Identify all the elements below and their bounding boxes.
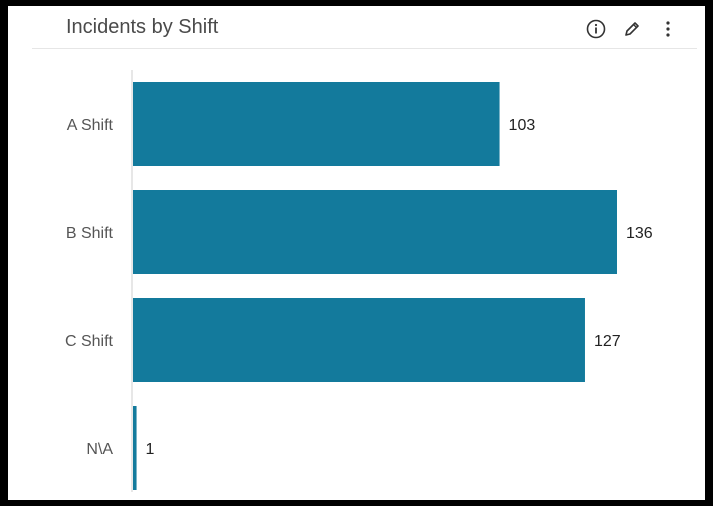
- category-label: C Shift: [65, 333, 114, 350]
- value-label: 136: [626, 225, 653, 242]
- category-label: B Shift: [66, 225, 114, 242]
- info-icon[interactable]: [585, 18, 607, 40]
- value-label: 1: [146, 441, 155, 458]
- chart-card: Incidents by Shift: [16, 6, 704, 500]
- more-vertical-icon[interactable]: [657, 18, 679, 40]
- bar-chart: A Shift 103 B Shift 136 C Shift 127 N\A 1: [65, 70, 653, 492]
- edit-pencil-icon[interactable]: [621, 18, 643, 40]
- value-label: 103: [509, 117, 536, 134]
- category-label: N\A: [86, 441, 113, 458]
- value-label: 127: [594, 333, 621, 350]
- bar-b-shift[interactable]: [133, 190, 617, 274]
- card-title: Incidents by Shift: [66, 16, 219, 38]
- card-header: Incidents by Shift: [32, 10, 697, 49]
- category-label: A Shift: [67, 117, 114, 134]
- bar-c-shift[interactable]: [133, 298, 585, 382]
- bar-a-shift[interactable]: [133, 82, 500, 166]
- bar-n-a[interactable]: [133, 406, 137, 490]
- card-actions: [585, 18, 679, 40]
